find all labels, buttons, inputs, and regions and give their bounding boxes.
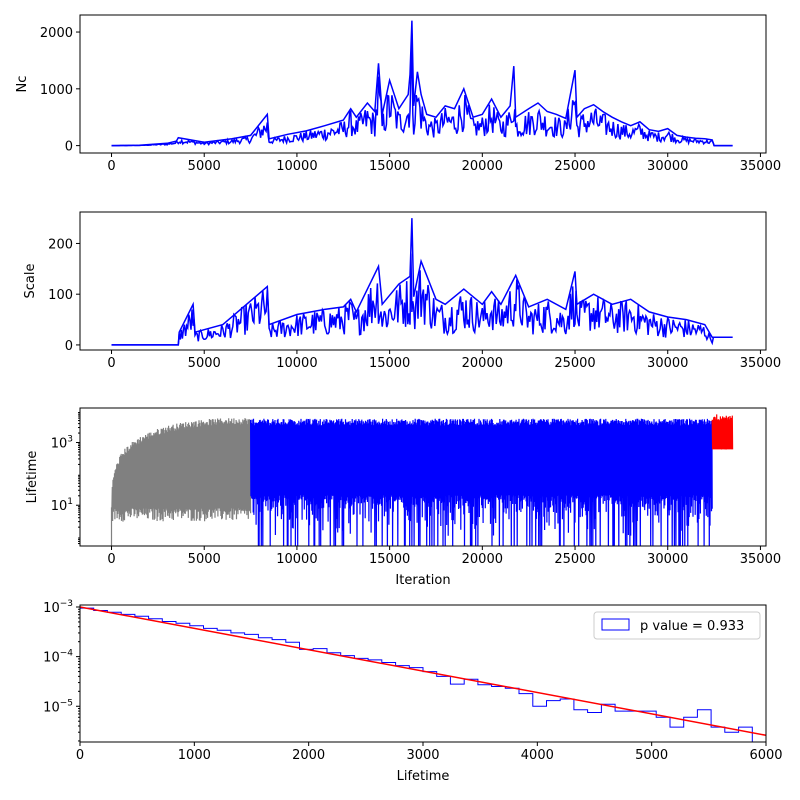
x-tick-label: 30000 — [647, 356, 688, 371]
x-tick-label: 20000 — [462, 552, 503, 567]
x-tick-label: 25000 — [554, 356, 595, 371]
x-tick-label: 15000 — [369, 159, 410, 174]
x-tick-label: 5000 — [188, 356, 221, 371]
x-tick-label: 10000 — [276, 552, 317, 567]
histogram-plot: p value = 0.933 0 1000 2000 3000 4000 5000 6000… — [43, 599, 782, 784]
y-tick-label: 200 — [48, 237, 73, 252]
data-layer — [111, 218, 733, 346]
x-tick-label: 35000 — [740, 159, 781, 174]
data-layer — [80, 606, 766, 742]
x-tick-label: 35000 — [740, 552, 781, 567]
x-tick-label: 5000 — [188, 159, 221, 174]
data-layer — [111, 20, 733, 147]
x-tick-label: 5000 — [635, 748, 668, 763]
legend: p value = 0.933 — [593, 611, 761, 640]
legend-box — [593, 611, 761, 640]
x-tick-label: 0 — [107, 552, 115, 567]
y-tick-label: 100 — [48, 288, 73, 303]
series-line — [711, 414, 734, 450]
series-peaks — [111, 218, 733, 346]
legend-swatch — [601, 618, 630, 631]
x-tick-label: 20000 — [462, 356, 503, 371]
y-tick-label: 10−3 — [43, 599, 73, 616]
axes-frame — [79, 211, 767, 351]
series-line — [110, 418, 252, 546]
y-axis-label: Lifetime — [25, 451, 40, 504]
y-tick-label: 2000 — [40, 26, 73, 41]
x-tick-label: 10000 — [276, 159, 317, 174]
y-axis-label: Scale — [23, 264, 38, 299]
y-tick-label: 101 — [51, 497, 73, 514]
x-tick-label: 30000 — [647, 159, 688, 174]
series-line — [111, 253, 733, 346]
fit-line — [80, 606, 766, 737]
nc-plot: 0 5000 10000 15000 20000 25000 30000 35000 0 1000… — [15, 14, 781, 174]
x-tick-label: 2000 — [292, 748, 325, 763]
x-tick-label: 30000 — [647, 552, 688, 567]
series-peaks — [111, 20, 733, 147]
x-tick-label: 15000 — [369, 552, 410, 567]
y-tick-label: 0 — [65, 339, 73, 354]
x-tick-label: 25000 — [554, 159, 595, 174]
x-axis-label: Lifetime — [397, 769, 450, 784]
x-axis-label: Iteration — [395, 573, 450, 588]
x-tick-label: 20000 — [462, 159, 503, 174]
x-tick-label: 6000 — [749, 748, 782, 763]
data-layer — [110, 414, 734, 546]
x-tick-label: 0 — [107, 159, 115, 174]
x-tick-label: 4000 — [521, 748, 554, 763]
y-tick-label: 103 — [51, 435, 73, 452]
axes-frame — [79, 14, 767, 154]
y-tick-label: 10−5 — [43, 698, 73, 715]
y-tick-label: 1000 — [40, 83, 73, 98]
x-tick-label: 5000 — [188, 552, 221, 567]
x-tick-label: 35000 — [740, 356, 781, 371]
x-tick-label: 0 — [76, 748, 84, 763]
scale-plot: 0 5000 10000 15000 20000 25000 30000 35000 0 100 2… — [23, 211, 781, 371]
series-line — [250, 418, 713, 546]
x-tick-label: 15000 — [369, 356, 410, 371]
series-line — [111, 33, 733, 147]
x-tick-label: 1000 — [178, 748, 211, 763]
y-axis-label: Nc — [15, 76, 30, 93]
y-tick-label: 0 — [65, 140, 73, 155]
y-tick-label: 10−4 — [43, 649, 73, 666]
x-tick-label: 3000 — [406, 748, 439, 763]
lifetime-plot: 0 5000 10000 15000 20000 25000 30000 35000 101 10… — [25, 407, 781, 588]
histogram-steps — [80, 607, 753, 742]
legend-label: p value = 0.933 — [640, 619, 744, 634]
x-tick-label: 10000 — [276, 356, 317, 371]
x-tick-label: 0 — [107, 356, 115, 371]
x-tick-label: 25000 — [554, 552, 595, 567]
